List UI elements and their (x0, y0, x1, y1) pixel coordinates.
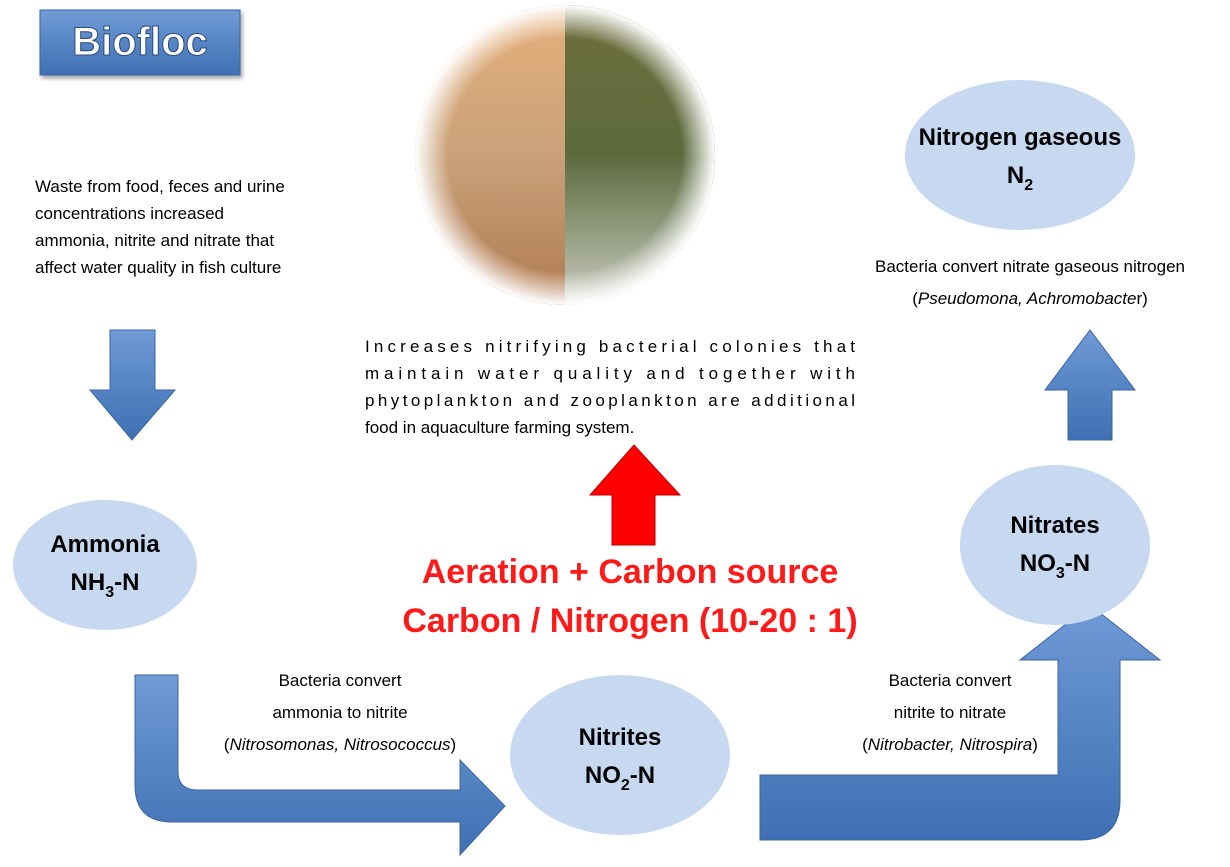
formula-part: -N (1065, 550, 1090, 577)
title: Biofloc (72, 20, 208, 64)
step-text: Bacteria convert (889, 671, 1012, 690)
node-nitrates (960, 465, 1150, 625)
step-bacteria: (Pseudomona, Achromobacter) (912, 289, 1148, 308)
step-text: Bacteria convert (279, 671, 402, 690)
formula-sub: 3 (105, 584, 114, 601)
intro-line: Waste from food, feces and urine (35, 177, 285, 196)
step-text: nitrite to nitrate (894, 703, 1006, 722)
step-text: Bacteria convert nitrate gaseous nitroge… (875, 257, 1185, 276)
node-nitrogen (905, 80, 1135, 230)
node-name: Nitrogen gaseous (919, 124, 1122, 151)
photo (415, 5, 715, 305)
diagram: Biofloc Waste from food, feces and urine… (0, 0, 1230, 867)
step-text: ammonia to nitrite (272, 703, 407, 722)
center-line: maintain water quality and together with (365, 364, 855, 383)
center-line: phytoplankton and zooplankton are additi… (365, 391, 855, 410)
condition: Aeration + Carbon source (422, 553, 839, 591)
arrow-up-red (590, 445, 680, 545)
formula-part: NO (1020, 550, 1056, 577)
intro-line: ammonia, nitrite and nitrate that (35, 231, 274, 250)
bacteria-names: Pseudomona, Achromobacte (918, 289, 1137, 308)
step-bacteria: (Nitrobacter, Nitrospira) (862, 735, 1038, 754)
condition: Carbon / Nitrogen (10-20 : 1) (402, 602, 857, 640)
formula-sub: 3 (1056, 565, 1065, 582)
bacteria-names: Nitrosomonas, Nitrosococcus (229, 735, 451, 754)
node-name: Nitrates (1010, 512, 1099, 539)
arrow-down (90, 330, 175, 440)
arrow-up (1045, 330, 1135, 440)
node-nitrites (510, 675, 730, 835)
formula-part: N (1007, 162, 1024, 189)
paren: ) (451, 735, 457, 754)
center-line: Increases nitrifying bacterial colonies … (365, 337, 855, 356)
formula-sub: 2 (621, 777, 630, 794)
formula-part: NH (71, 569, 106, 596)
intro-line: concentrations increased (35, 204, 224, 223)
paren: r) (1136, 289, 1147, 308)
intro-line: affect water quality in fish culture (35, 258, 281, 277)
arrow-bent (760, 605, 1160, 840)
formula-part: -N (114, 569, 139, 596)
node-ammonia (13, 500, 197, 630)
node-name: Ammonia (50, 531, 160, 558)
formula-part: -N (630, 762, 655, 789)
formula-sub: 2 (1024, 177, 1033, 194)
node-name: Nitrites (579, 724, 662, 751)
center-line: food in aquaculture farming system. (365, 418, 634, 437)
arrow-bent (135, 675, 505, 855)
bacteria-names: Nitrobacter, Nitrospira (868, 735, 1032, 754)
formula-part: NO (585, 762, 621, 789)
step-bacteria: (Nitrosomonas, Nitrosococcus) (224, 735, 456, 754)
paren: ) (1032, 735, 1038, 754)
